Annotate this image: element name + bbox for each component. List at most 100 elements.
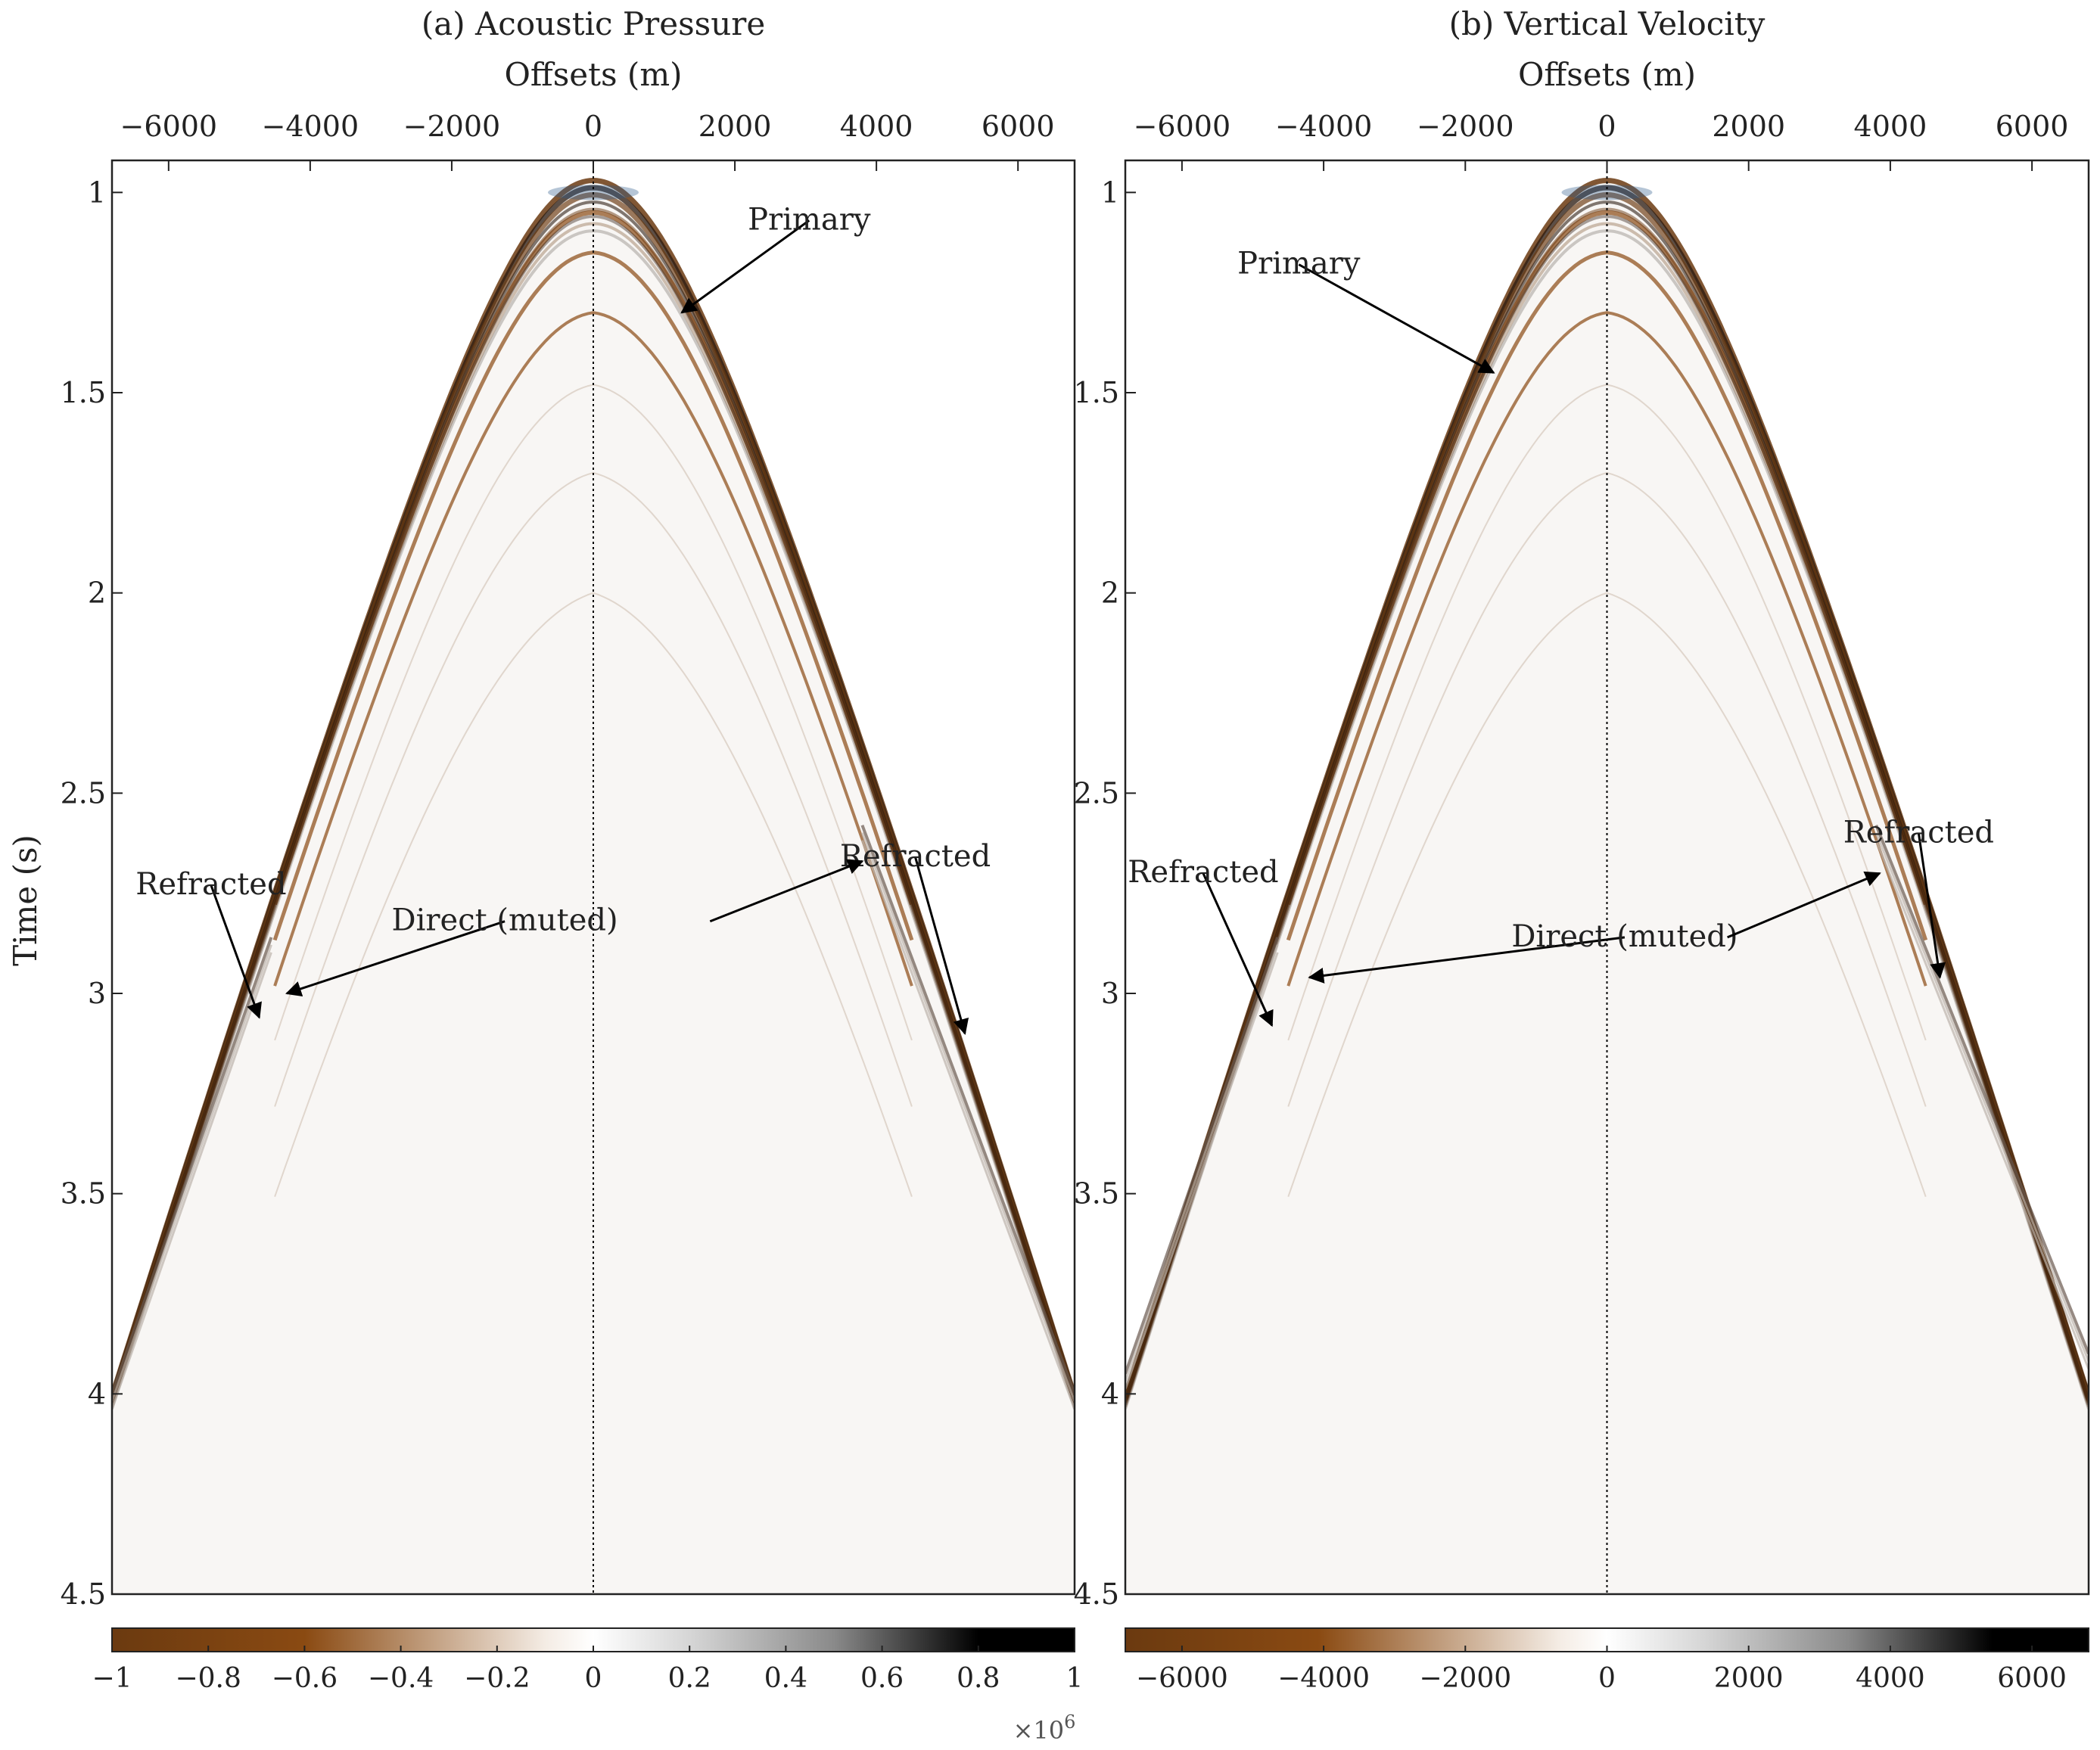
reflection-event xyxy=(1287,471,1927,1107)
colorbar-tick-label: 0.2 xyxy=(668,1663,711,1694)
x-tick-label: −6000 xyxy=(120,110,218,143)
colorbar-tick-label: −6000 xyxy=(1136,1663,1228,1694)
y-tick-label: 3.5 xyxy=(1074,1177,1119,1211)
x-tick-label: 6000 xyxy=(1996,110,2069,143)
primary-event xyxy=(112,222,1075,1408)
refracted-left-event xyxy=(112,937,273,1394)
reflection-event xyxy=(1286,311,1927,987)
primary-event xyxy=(1125,222,2089,1408)
annotation-label: Direct (muted) xyxy=(392,903,618,938)
annotation-arrow xyxy=(1202,872,1274,1027)
panel-title-a: (a) Acoustic Pressure xyxy=(422,5,765,42)
annotation-arrow xyxy=(680,219,810,314)
annotation-label: Refracted xyxy=(840,839,991,874)
y-tick-label: 1.5 xyxy=(1074,376,1119,409)
refracted-right-event xyxy=(861,832,1075,1402)
colorbar-tick-label: −1 xyxy=(92,1663,132,1694)
refracted-left-event xyxy=(112,944,272,1402)
reflection-event xyxy=(1287,592,1927,1198)
annotation-arrow xyxy=(1298,263,1495,374)
colorbar-tick-label: −4000 xyxy=(1277,1663,1370,1694)
y-tick-label: 2 xyxy=(88,577,106,610)
y-tick-label: 3 xyxy=(88,977,106,1010)
primary-event xyxy=(112,215,1075,1406)
x-tick-label: −6000 xyxy=(1134,110,1231,143)
primary-event xyxy=(1125,215,2089,1406)
colorbar-tick-label: −2000 xyxy=(1419,1663,1511,1694)
reflection-event xyxy=(1286,210,1928,906)
y-tick-label: 1 xyxy=(1101,176,1119,209)
refracted-right-event xyxy=(860,824,1075,1395)
x-axis-label-b: Offsets (m) xyxy=(1518,56,1696,93)
annotation-label: Primary xyxy=(1237,247,1361,281)
refracted-right-event xyxy=(1874,840,2089,1369)
x-tick-label: 2000 xyxy=(698,110,772,143)
colorbar-tick-label: 0 xyxy=(585,1663,602,1694)
primary-event xyxy=(112,200,1075,1402)
y-tick-label: 4.5 xyxy=(61,1577,106,1611)
annotation-arrow xyxy=(210,884,262,1019)
colorbar-tick-label: 0 xyxy=(1598,1663,1616,1694)
annotation-arrow xyxy=(1308,936,1626,984)
reflection-event xyxy=(274,471,913,1107)
x-tick-label: −4000 xyxy=(1275,110,1373,143)
colorbar-tick-label: 0.6 xyxy=(860,1663,904,1694)
annotation-arrow xyxy=(914,856,969,1035)
colorbar-tick-label: 0.4 xyxy=(764,1663,807,1694)
annotation-label: Refracted xyxy=(135,867,286,902)
colorbar-exponent: ×106 xyxy=(1013,1711,1076,1745)
x-tick-label: 0 xyxy=(584,110,602,143)
x-axis-label-a: Offsets (m) xyxy=(504,56,682,93)
reflection-event xyxy=(274,592,913,1198)
y-tick-label: 4.5 xyxy=(1074,1577,1119,1611)
y-axis-label: Time (s) xyxy=(7,835,44,966)
colorbar-tick-label: 4000 xyxy=(1856,1663,1925,1694)
x-tick-label: 0 xyxy=(1598,110,1616,143)
y-tick-label: 2 xyxy=(1101,577,1119,610)
annotation-label: Refracted xyxy=(1128,855,1278,890)
colorbar-tick-label: −0.4 xyxy=(368,1663,434,1694)
colorbar-tick-label: 6000 xyxy=(1997,1663,2067,1694)
x-tick-label: −2000 xyxy=(403,110,501,143)
x-tick-label: 2000 xyxy=(1712,110,1785,143)
y-tick-label: 3.5 xyxy=(61,1177,106,1211)
x-tick-label: 6000 xyxy=(982,110,1055,143)
colorbar-tick-label: −0.6 xyxy=(272,1663,338,1694)
refracted-right-event xyxy=(1874,824,2089,1355)
refracted-right-event xyxy=(1874,832,2089,1362)
y-tick-label: 2.5 xyxy=(61,776,106,810)
y-tick-label: 1.5 xyxy=(61,376,106,409)
colorbar-tick-label: 0.8 xyxy=(957,1663,1000,1694)
annotation-label: Primary xyxy=(748,202,871,237)
refracted-right-event xyxy=(861,840,1075,1410)
panel-a-acoustic-pressure: (a) Acoustic Pressure Offsets (m) −6000 −40… xyxy=(61,5,1084,1745)
colorbar-tick-label: 2000 xyxy=(1714,1663,1784,1694)
annotation-arrow xyxy=(1727,871,1881,939)
annotation-label: Refracted xyxy=(1843,815,1994,850)
annotation-arrow xyxy=(1917,833,1946,979)
x-tick-label: −2000 xyxy=(1417,110,1514,143)
annotation-label: Direct (muted) xyxy=(1511,919,1738,954)
refracted-left-event xyxy=(112,952,272,1410)
annotation-arrow xyxy=(709,859,864,923)
colorbar-tick-label: −0.2 xyxy=(464,1663,530,1694)
reflection-event xyxy=(273,311,913,987)
refracted-left-event xyxy=(1125,944,1279,1382)
x-tick-label: 4000 xyxy=(1854,110,1927,143)
colorbar-tick-label: −0.8 xyxy=(175,1663,241,1694)
refracted-left-event xyxy=(1125,952,1279,1390)
refracted-left-event xyxy=(1125,937,1280,1375)
colorbar-tick-label: 1 xyxy=(1066,1663,1084,1694)
x-tick-label: −4000 xyxy=(262,110,359,143)
y-tick-label: 4 xyxy=(1101,1377,1119,1410)
annotation-arrow xyxy=(285,920,506,997)
reflection-event xyxy=(272,210,914,906)
y-tick-label: 3 xyxy=(1101,977,1119,1010)
y-tick-label: 1 xyxy=(88,176,106,209)
panel-title-b: (b) Vertical Velocity xyxy=(1449,5,1766,42)
y-tick-label: 4 xyxy=(88,1377,106,1410)
y-tick-label: 2.5 xyxy=(1074,776,1119,810)
panel-b-vertical-velocity: (b) Vertical Velocity Offsets (m) −6000 −40… xyxy=(1074,5,2090,1694)
x-tick-label: 4000 xyxy=(840,110,913,143)
